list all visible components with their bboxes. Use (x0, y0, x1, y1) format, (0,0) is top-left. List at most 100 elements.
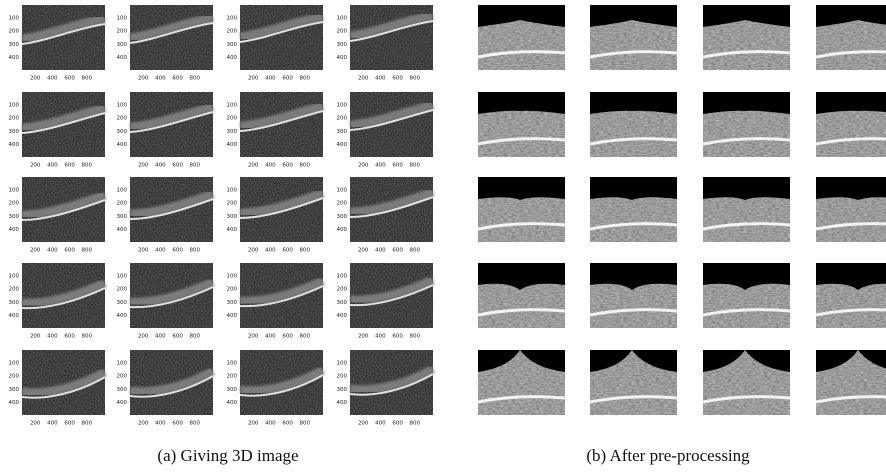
y-tick-label: 400 (9, 313, 20, 319)
y-tick-label: 300 (117, 214, 128, 220)
oct-scan: 100200300400200400600800 (117, 177, 214, 254)
y-tick-label: 100 (117, 16, 128, 22)
x-tick-label: 600 (64, 334, 75, 340)
processed-scan (816, 177, 886, 242)
y-tick-label: 400 (9, 227, 20, 233)
oct-scan: 100200300400200400600800 (337, 5, 434, 82)
x-tick-label: 800 (300, 421, 311, 427)
y-tick-label: 100 (117, 274, 128, 280)
tissue-texture (478, 111, 565, 157)
y-tick-label: 300 (117, 129, 128, 135)
tissue-texture (478, 284, 565, 328)
processed-scan (816, 350, 886, 415)
tissue-texture (816, 197, 886, 242)
oct-scan: 100200300400200400600800 (227, 350, 324, 427)
x-tick-label: 600 (282, 421, 293, 427)
y-tick-label: 400 (227, 227, 238, 233)
x-tick-label: 200 (358, 421, 369, 427)
x-tick-label: 200 (138, 248, 149, 254)
processed-scan (703, 5, 790, 70)
x-tick-label: 800 (190, 334, 201, 340)
y-tick-label: 200 (9, 29, 20, 35)
x-tick-label: 600 (392, 334, 403, 340)
y-tick-label: 400 (117, 400, 128, 406)
processed-scan (590, 177, 677, 242)
x-tick-label: 200 (358, 76, 369, 82)
tissue-texture (590, 20, 677, 70)
x-tick-label: 200 (30, 421, 41, 427)
x-tick-label: 400 (265, 334, 276, 340)
x-tick-label: 200 (248, 334, 259, 340)
x-tick-label: 600 (172, 248, 183, 254)
tissue-texture (478, 20, 565, 70)
y-tick-label: 300 (337, 42, 348, 48)
x-tick-label: 800 (82, 334, 93, 340)
x-tick-label: 800 (410, 76, 421, 82)
processed-scan (478, 263, 565, 328)
y-tick-label: 200 (227, 116, 238, 122)
x-tick-label: 400 (375, 421, 386, 427)
y-tick-label: 400 (337, 55, 348, 61)
y-tick-label: 200 (337, 374, 348, 380)
x-tick-label: 600 (64, 76, 75, 82)
x-tick-label: 800 (82, 76, 93, 82)
x-tick-label: 200 (248, 248, 259, 254)
oct-scan: 100200300400200400600800 (227, 92, 324, 169)
y-tick-label: 200 (227, 29, 238, 35)
y-tick-label: 400 (117, 227, 128, 233)
tissue-texture (816, 111, 886, 157)
y-tick-label: 300 (227, 42, 238, 48)
y-tick-label: 100 (117, 103, 128, 109)
tissue-texture (478, 197, 565, 242)
figure: (a) Giving 3D image (b) After pre-proces… (0, 0, 886, 476)
x-tick-label: 600 (282, 334, 293, 340)
processed-scan (590, 350, 677, 415)
y-tick-label: 100 (9, 188, 20, 194)
y-tick-label: 200 (337, 201, 348, 207)
x-tick-label: 200 (358, 334, 369, 340)
x-tick-label: 400 (155, 334, 166, 340)
x-tick-label: 800 (300, 163, 311, 169)
y-tick-label: 400 (337, 227, 348, 233)
x-tick-label: 200 (138, 76, 149, 82)
x-tick-label: 200 (138, 334, 149, 340)
x-tick-label: 800 (300, 76, 311, 82)
x-tick-label: 800 (82, 248, 93, 254)
y-tick-label: 100 (9, 274, 20, 280)
x-tick-label: 600 (282, 76, 293, 82)
y-tick-label: 300 (117, 42, 128, 48)
x-tick-label: 400 (47, 334, 58, 340)
tissue-texture (590, 111, 677, 157)
x-tick-label: 600 (282, 163, 293, 169)
y-tick-label: 400 (227, 400, 238, 406)
tissue-texture (703, 20, 790, 70)
caption: (b) After pre-processing (586, 446, 750, 465)
x-tick-label: 800 (410, 334, 421, 340)
y-tick-label: 400 (117, 313, 128, 319)
y-tick-label: 100 (337, 274, 348, 280)
y-tick-label: 200 (9, 287, 20, 293)
tissue-texture (703, 197, 790, 242)
x-tick-label: 600 (172, 76, 183, 82)
tissue-texture (703, 284, 790, 328)
x-tick-label: 400 (375, 334, 386, 340)
x-tick-label: 200 (138, 421, 149, 427)
y-tick-label: 200 (337, 287, 348, 293)
y-tick-label: 100 (117, 361, 128, 367)
oct-scan: 100200300400200400600800 (117, 5, 214, 82)
x-tick-label: 800 (190, 421, 201, 427)
x-tick-label: 600 (172, 163, 183, 169)
y-tick-label: 100 (227, 274, 238, 280)
y-tick-label: 400 (227, 313, 238, 319)
y-tick-label: 100 (337, 16, 348, 22)
y-tick-label: 400 (227, 55, 238, 61)
processed-scan (590, 263, 677, 328)
x-tick-label: 400 (265, 421, 276, 427)
y-tick-label: 300 (227, 300, 238, 306)
y-tick-label: 300 (9, 42, 20, 48)
x-tick-label: 800 (410, 248, 421, 254)
y-tick-label: 100 (9, 361, 20, 367)
